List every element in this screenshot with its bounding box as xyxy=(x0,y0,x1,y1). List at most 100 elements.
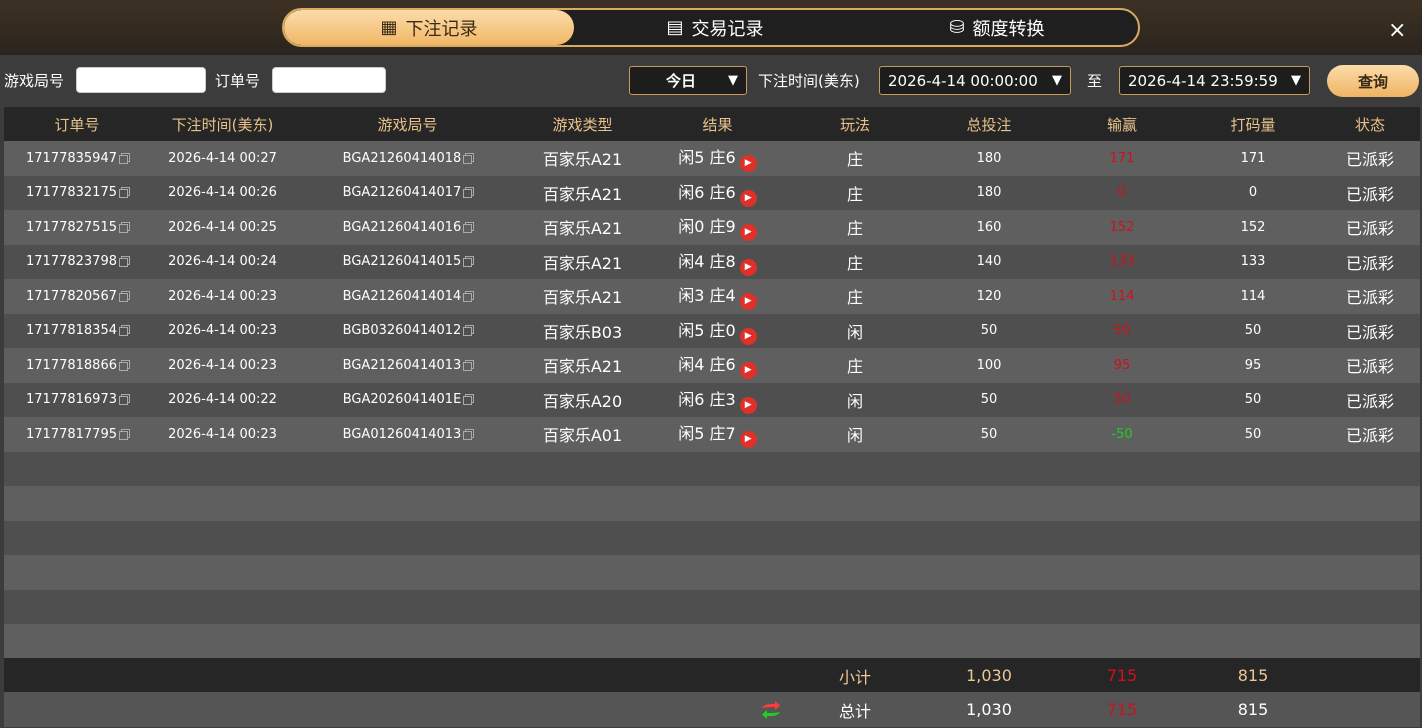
total-turnover: 815 xyxy=(1237,700,1269,719)
copy-icon[interactable] xyxy=(463,189,473,199)
tab-bet-records[interactable]: ▦ 下注记录 xyxy=(284,10,574,45)
order-id: 17177832175 xyxy=(26,185,117,201)
copy-icon[interactable] xyxy=(118,189,128,199)
copy-icon[interactable] xyxy=(463,430,473,440)
bet-time-cell: 2026-4-14 00:22 xyxy=(150,392,295,407)
round-id: BGA21260414013 xyxy=(342,357,462,373)
total-bet: 120 xyxy=(976,288,1002,304)
game-type-cell: 百家乐A21 xyxy=(520,284,645,308)
status: 已派彩 xyxy=(1345,426,1394,446)
copy-icon[interactable] xyxy=(118,292,128,302)
empty-row xyxy=(4,451,1420,486)
copy-icon[interactable] xyxy=(118,361,128,371)
play-replay-icon[interactable]: ▶ xyxy=(739,293,757,311)
round-label: 游戏局号 xyxy=(4,72,65,90)
end-time-select[interactable]: 2026-4-14 23:59:59 ▼ xyxy=(1119,66,1310,95)
bet-time: 2026-4-14 00:23 xyxy=(168,426,277,442)
empty-row xyxy=(4,520,1420,555)
play-replay-icon[interactable]: ▶ xyxy=(739,258,757,276)
empty-row xyxy=(4,486,1420,521)
result: 闲4 庄8 xyxy=(678,251,736,271)
copy-icon[interactable] xyxy=(463,154,473,164)
copy-icon[interactable] xyxy=(118,430,128,440)
bet-type: 庄 xyxy=(846,253,863,273)
total-bet: 1,030 xyxy=(966,700,1012,719)
total-bet-cell: 50 xyxy=(920,392,1058,407)
copy-icon[interactable] xyxy=(118,154,128,164)
subtotal-winloss: 715 xyxy=(1106,666,1138,685)
copy-icon[interactable] xyxy=(463,292,473,302)
bet-type: 庄 xyxy=(846,150,863,170)
play-replay-icon[interactable]: ▶ xyxy=(739,431,757,449)
round-id: BGA21260414015 xyxy=(342,254,462,270)
copy-icon[interactable] xyxy=(118,258,128,268)
close-icon[interactable]: × xyxy=(1388,18,1407,43)
win-loss-cell: -50 xyxy=(1058,427,1186,442)
win-loss: 95 xyxy=(1113,357,1131,373)
table-row: 17177820567 2026-4-14 00:23 BGA21260414014… xyxy=(4,279,1420,314)
total-bet-cell: 120 xyxy=(920,289,1058,304)
range-select[interactable]: 今日 ▼ xyxy=(629,66,747,95)
start-time-select[interactable]: 2026-4-14 00:00:00 ▼ xyxy=(879,66,1071,95)
play-replay-icon[interactable]: ▶ xyxy=(739,189,757,207)
total-bet-cell: 180 xyxy=(920,185,1058,200)
bet-time: 2026-4-14 00:24 xyxy=(168,254,277,270)
play-replay-icon[interactable]: ▶ xyxy=(739,155,757,173)
chevron-down-icon: ▼ xyxy=(1291,73,1301,88)
win-loss: 114 xyxy=(1109,288,1135,304)
bet-time: 2026-4-14 00:23 xyxy=(168,288,277,304)
order-id-cell: 17177823798 xyxy=(4,254,150,269)
status: 已派彩 xyxy=(1345,322,1394,342)
copy-icon[interactable] xyxy=(463,361,473,371)
round-id: BGA01260414013 xyxy=(342,426,462,442)
tab-transaction-records[interactable]: ▤ 交易记录 xyxy=(574,10,856,45)
play-replay-icon[interactable]: ▶ xyxy=(739,362,757,380)
turnover: 171 xyxy=(1240,150,1266,166)
round-id-cell: BGA2026041401E xyxy=(295,392,520,407)
turnover: 114 xyxy=(1240,288,1266,304)
status: 已派彩 xyxy=(1345,253,1394,273)
turnover-cell: 50 xyxy=(1186,392,1320,407)
round-id: BGA21260414017 xyxy=(342,185,462,201)
round-id: BGB03260414012 xyxy=(342,323,462,339)
game-type: 百家乐A21 xyxy=(542,357,623,377)
tab-credit-transfer[interactable]: ⛁ 额度转换 xyxy=(856,10,1138,45)
bet-time-cell: 2026-4-14 00:26 xyxy=(150,185,295,200)
round-id-cell: BGA21260414016 xyxy=(295,220,520,235)
query-button[interactable]: 查询 xyxy=(1327,65,1419,97)
column-header: 状态 xyxy=(1354,115,1385,134)
order-input[interactable] xyxy=(272,67,386,93)
turnover-cell: 133 xyxy=(1186,254,1320,269)
result: 闲5 庄0 xyxy=(678,320,736,340)
column-header: 下注时间(美东) xyxy=(171,115,274,134)
play-replay-icon[interactable]: ▶ xyxy=(739,224,757,242)
copy-icon[interactable] xyxy=(118,327,128,337)
win-loss-cell: 133 xyxy=(1058,254,1186,269)
refresh-icon[interactable] xyxy=(760,699,782,721)
bet-type-cell: 庄 xyxy=(790,250,920,274)
turnover-cell: 50 xyxy=(1186,427,1320,442)
calendar-icon: ▦ xyxy=(380,17,398,38)
table-row: 17177823798 2026-4-14 00:24 BGA21260414015… xyxy=(4,244,1420,279)
bet-time-cell: 2026-4-14 00:25 xyxy=(150,220,295,235)
play-replay-icon[interactable]: ▶ xyxy=(739,327,757,345)
empty-row xyxy=(4,555,1420,590)
result: 闲0 庄9 xyxy=(678,217,736,237)
round-id: BGA2026041401E xyxy=(342,392,462,408)
copy-icon[interactable] xyxy=(118,396,128,406)
round-id: BGA21260414018 xyxy=(342,150,462,166)
table-header: 订单号 下注时间(美东) 游戏局号 游戏类型 结果 玩法 总投注 输赢 打码量 状态 xyxy=(4,107,1420,141)
copy-icon[interactable] xyxy=(463,258,473,268)
copy-icon[interactable] xyxy=(118,223,128,233)
total-bet-cell: 100 xyxy=(920,358,1058,373)
play-replay-icon[interactable]: ▶ xyxy=(739,396,757,414)
round-input[interactable] xyxy=(76,67,206,93)
order-id-cell: 17177827515 xyxy=(4,220,150,235)
copy-icon[interactable] xyxy=(463,327,473,337)
copy-icon[interactable] xyxy=(463,223,473,233)
win-loss: 152 xyxy=(1109,219,1135,235)
game-type-cell: 百家乐A01 xyxy=(520,422,645,446)
copy-icon[interactable] xyxy=(463,396,473,406)
game-type-cell: 百家乐B03 xyxy=(520,319,645,343)
result-cell: 闲6 庄3 ▶ xyxy=(645,386,790,414)
